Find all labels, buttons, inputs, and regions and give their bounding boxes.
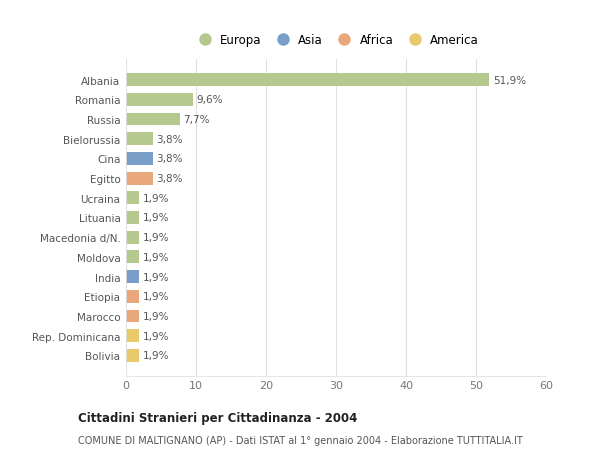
Bar	[126, 349, 139, 362]
Bar	[126, 153, 152, 165]
Bar	[126, 192, 139, 205]
Bar	[126, 94, 193, 106]
Bar	[126, 251, 139, 264]
Text: 1,9%: 1,9%	[143, 351, 169, 361]
Text: COMUNE DI MALTIGNANO (AP) - Dati ISTAT al 1° gennaio 2004 - Elaborazione TUTTITA: COMUNE DI MALTIGNANO (AP) - Dati ISTAT a…	[78, 435, 523, 445]
Bar	[126, 231, 139, 244]
Text: 1,9%: 1,9%	[143, 331, 169, 341]
Text: 3,8%: 3,8%	[156, 134, 182, 145]
Bar	[126, 290, 139, 303]
Text: Cittadini Stranieri per Cittadinanza - 2004: Cittadini Stranieri per Cittadinanza - 2…	[78, 412, 358, 425]
Text: 3,8%: 3,8%	[156, 174, 182, 184]
Text: 9,6%: 9,6%	[197, 95, 223, 105]
Text: 1,9%: 1,9%	[143, 213, 169, 223]
Text: 1,9%: 1,9%	[143, 193, 169, 203]
Legend: Europa, Asia, Africa, America: Europa, Asia, Africa, America	[193, 34, 479, 47]
Bar	[126, 113, 180, 126]
Text: 7,7%: 7,7%	[184, 115, 210, 125]
Text: 1,9%: 1,9%	[143, 233, 169, 243]
Bar	[126, 271, 139, 283]
Bar	[126, 133, 152, 146]
Text: 51,9%: 51,9%	[493, 75, 526, 85]
Bar	[126, 74, 490, 87]
Text: 1,9%: 1,9%	[143, 311, 169, 321]
Bar	[126, 172, 152, 185]
Bar	[126, 212, 139, 224]
Text: 1,9%: 1,9%	[143, 272, 169, 282]
Text: 1,9%: 1,9%	[143, 291, 169, 302]
Text: 1,9%: 1,9%	[143, 252, 169, 263]
Text: 3,8%: 3,8%	[156, 154, 182, 164]
Bar	[126, 330, 139, 342]
Bar	[126, 310, 139, 323]
